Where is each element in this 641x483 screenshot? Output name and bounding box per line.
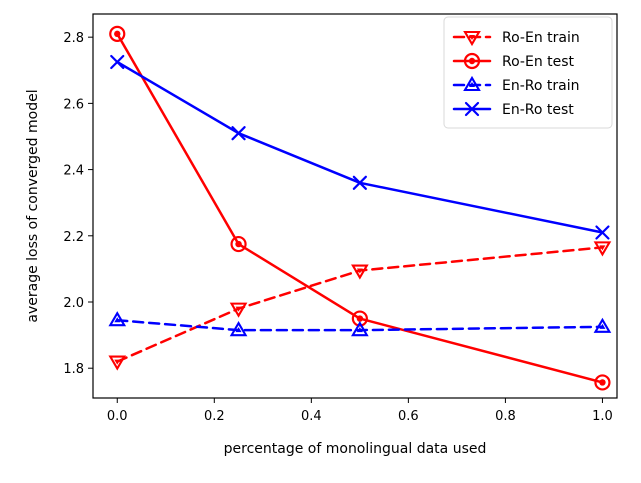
x-tick-label: 0.8 xyxy=(495,409,516,424)
series-3-point xyxy=(351,321,369,337)
x-tick-label: 1.0 xyxy=(592,409,613,424)
y-tick-label: 2.6 xyxy=(63,97,84,112)
series-3-point xyxy=(108,311,127,327)
plot-frame xyxy=(92,13,618,399)
series-3-line xyxy=(116,318,604,332)
series-4-point xyxy=(595,225,610,240)
y-tick-label: 2.0 xyxy=(63,296,84,311)
series-4 xyxy=(110,54,610,240)
x-tick-label: 0.0 xyxy=(107,409,128,424)
legend-marker xyxy=(463,52,481,70)
y-axis: 1.8 2.0 2.2 2.4 2.6 2.8 xyxy=(63,31,93,377)
legend: Ro-En train Ro-En test En-Ro train En-Ro te… xyxy=(443,16,613,129)
series-1-point xyxy=(593,241,612,257)
legend-item-4: En-Ro test xyxy=(452,101,574,118)
legend-label: En-Ro train xyxy=(502,78,579,94)
legend-marker xyxy=(463,75,481,92)
series-2-point xyxy=(594,374,611,391)
series-4-point xyxy=(231,126,246,141)
legend-marker xyxy=(464,101,480,117)
plot-layer xyxy=(92,13,618,399)
legend-marker xyxy=(463,30,481,47)
series-1-line xyxy=(116,246,604,363)
legend-label: Ro-En train xyxy=(502,30,580,46)
x-tick-label: 0.4 xyxy=(301,409,322,424)
series-2-line xyxy=(116,32,604,384)
legend-item-3: En-Ro train xyxy=(452,75,579,94)
series-2-point xyxy=(351,310,368,327)
x-tick-label: 0.6 xyxy=(398,409,419,424)
legend-label: En-Ro test xyxy=(502,102,574,118)
legend-item-2: Ro-En test xyxy=(452,52,575,70)
series-3 xyxy=(108,311,612,337)
legend-box xyxy=(443,16,613,129)
y-tick-label: 2.2 xyxy=(63,230,84,245)
series-2 xyxy=(109,25,611,391)
y-tick-label: 2.4 xyxy=(63,164,84,179)
series-3-point xyxy=(593,317,612,333)
series-1-point xyxy=(108,355,127,371)
x-axis: 0.0 0.2 0.4 0.6 0.8 1.0 xyxy=(107,398,613,424)
series-1-point xyxy=(229,302,248,318)
series-2-point xyxy=(230,235,247,253)
series-4-line xyxy=(116,60,604,234)
series-1 xyxy=(108,241,612,371)
y-tick-label: 2.8 xyxy=(63,31,84,46)
x-tick-label: 0.2 xyxy=(204,409,225,424)
series-1-point xyxy=(351,264,369,280)
y-axis-label: average loss of converged model xyxy=(25,89,41,322)
legend-item-1: Ro-En train xyxy=(452,30,580,47)
series-2-point xyxy=(109,25,126,42)
x-axis-label: percentage of monolingual data used xyxy=(224,441,487,457)
series-4-point xyxy=(352,175,367,190)
legend-label: Ro-En test xyxy=(502,54,575,70)
series-3-point xyxy=(229,321,248,337)
series-4-point xyxy=(110,54,125,70)
y-tick-label: 1.8 xyxy=(63,362,84,377)
